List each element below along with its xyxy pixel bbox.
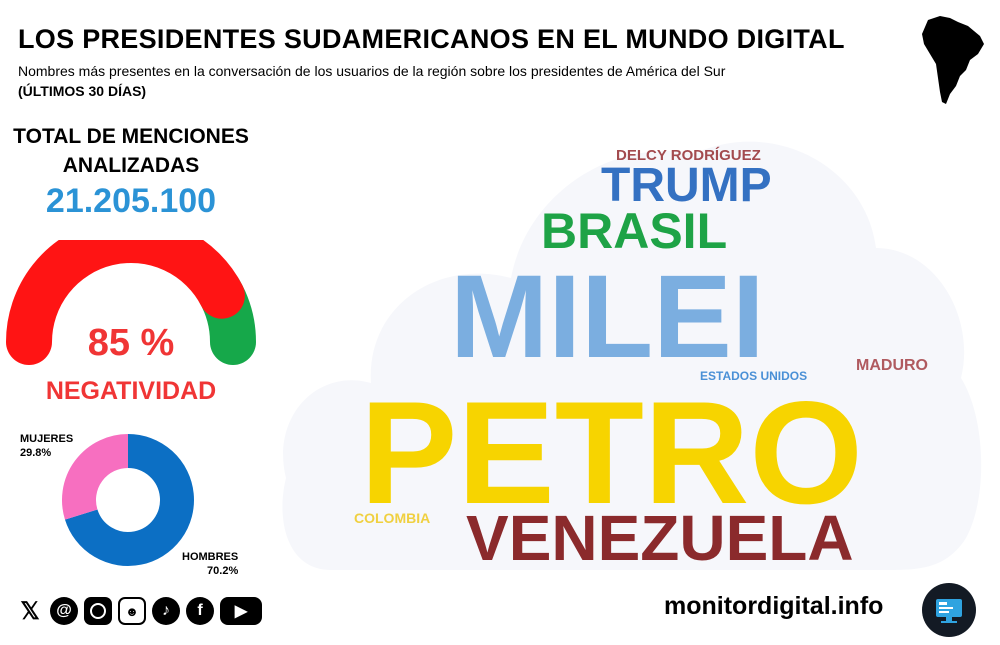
negativity-gauge	[6, 240, 256, 365]
donut-slice-women	[62, 434, 129, 520]
gender-donut-chart	[62, 434, 194, 566]
word-milei: MILEI	[450, 251, 765, 383]
word-trump: TRUMP	[601, 159, 772, 212]
women-label-text: MUJERES	[20, 433, 74, 445]
youtube-icon[interactable]: ▶	[220, 597, 262, 625]
tiktok-icon[interactable]: ♪	[152, 597, 180, 625]
word-cloud: DELCY RODRÍGUEZ TRUMP BRASIL MILEI ESTAD…	[276, 118, 988, 570]
word-colombia: COLOMBIA	[354, 510, 431, 526]
word-maduro: MADURO	[856, 357, 928, 374]
men-value: 70.2%	[207, 565, 239, 577]
social-icons: 𝕏 @ ☻ ♪ f ▶	[16, 594, 262, 628]
cloud-shape	[282, 141, 982, 570]
total-mentions-label: TOTAL DE MENCIONES ANALIZADAS	[13, 125, 249, 177]
women-value: 29.8%	[20, 447, 52, 459]
total-mentions-value: 21.205.100	[45, 182, 217, 220]
threads-icon[interactable]: @	[50, 597, 78, 625]
instagram-icon[interactable]	[84, 597, 112, 625]
word-petro: PETRO	[360, 371, 863, 534]
page-subtitle: Nombres más presentes en la conversación…	[18, 63, 726, 79]
women-label: MUJERES 29.8%	[20, 432, 73, 460]
forum-icon[interactable]: ☻	[118, 597, 146, 625]
website-link[interactable]: monitordigital.info	[664, 592, 884, 620]
word-estados-unidos: ESTADOS UNIDOS	[700, 369, 808, 383]
donut-slice-men	[64, 434, 194, 566]
word-brasil: BRASIL	[541, 203, 728, 259]
monitor-icon	[922, 583, 976, 637]
men-label-text: HOMBRES	[182, 551, 239, 563]
south-america-map-icon	[922, 16, 984, 104]
x-icon[interactable]: 𝕏	[16, 597, 44, 625]
word-venezuela: VENEZUELA	[466, 502, 854, 574]
negativity-value: 85 %	[87, 322, 175, 364]
facebook-icon[interactable]: f	[186, 597, 214, 625]
word-delcy-rodriguez: DELCY RODRÍGUEZ	[616, 147, 761, 164]
gauge-negative-arc	[6, 240, 245, 365]
men-label: HOMBRES 70.2%	[182, 550, 238, 578]
period-label: (ÚLTIMOS 30 DÍAS)	[18, 83, 147, 99]
page-title: LOS PRESIDENTES SUDAMERICANOS EN EL MUND…	[18, 24, 845, 54]
negativity-label: NEGATIVIDAD	[45, 377, 217, 405]
